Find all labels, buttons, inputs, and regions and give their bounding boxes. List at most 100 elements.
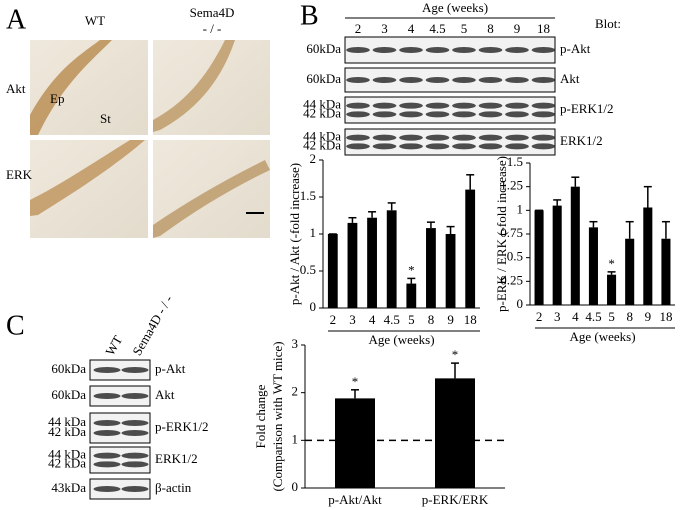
bar bbox=[661, 238, 671, 305]
blot-band bbox=[478, 102, 503, 109]
y-axis-label: p-Akt / Akt (-fold increase) bbox=[287, 163, 302, 305]
x-tick-label: 3 bbox=[349, 312, 356, 327]
blot-band bbox=[121, 367, 149, 373]
bar bbox=[335, 398, 375, 488]
mass-label: 42 kDa bbox=[303, 137, 341, 152]
blot-band bbox=[93, 461, 121, 468]
blot-band bbox=[346, 134, 370, 141]
bar bbox=[607, 274, 617, 305]
x-tick-label: 18 bbox=[659, 309, 672, 324]
bar bbox=[386, 210, 397, 308]
blot-band bbox=[505, 134, 529, 141]
y-axis-label: p-ERK / ERK (-fold increase) bbox=[494, 156, 509, 312]
mass-label: 42 kDa bbox=[48, 455, 86, 470]
blot-label: β-actin bbox=[155, 480, 192, 495]
blot-band bbox=[452, 102, 476, 109]
blot-label: Akt bbox=[560, 71, 580, 86]
blot-band bbox=[505, 47, 529, 53]
column-label: - / - bbox=[203, 21, 222, 36]
blot-band bbox=[425, 111, 450, 118]
blot-band bbox=[346, 77, 370, 83]
blot-band bbox=[452, 77, 476, 83]
significance: * bbox=[452, 347, 459, 362]
blot-label: ERK1/2 bbox=[155, 451, 198, 466]
mass-label: 60kDa bbox=[306, 71, 341, 86]
y-tick-label: 2 bbox=[310, 151, 317, 166]
lane-label: 2 bbox=[355, 21, 362, 36]
x-tick-label: p-ERK/ERK bbox=[422, 492, 489, 507]
blot-band bbox=[121, 430, 149, 436]
x-tick-label: 9 bbox=[447, 312, 454, 327]
blot-band bbox=[346, 143, 370, 150]
blot-band bbox=[372, 111, 397, 118]
micrographs bbox=[30, 40, 270, 238]
y-tick-label: 0.5 bbox=[507, 249, 523, 264]
blot-band bbox=[399, 111, 423, 118]
bar bbox=[406, 283, 417, 308]
blot-band bbox=[478, 47, 503, 53]
blot-band bbox=[372, 102, 397, 109]
blot-label: ERK1/2 bbox=[560, 133, 603, 148]
x-tick-label: 9 bbox=[645, 309, 652, 324]
row-label: Akt bbox=[6, 81, 26, 96]
y-tick-label: 1 bbox=[517, 201, 524, 216]
bar bbox=[534, 210, 544, 305]
blot-header: Age (weeks) bbox=[422, 0, 488, 15]
y-axis-label: (Comparison with WT mice) bbox=[270, 341, 285, 491]
bar bbox=[643, 207, 653, 305]
bar bbox=[588, 227, 598, 305]
panel-label: A bbox=[6, 4, 27, 35]
x-tick-label: 5 bbox=[608, 309, 615, 324]
x-tick-label: 2 bbox=[536, 309, 543, 324]
bar bbox=[570, 186, 580, 305]
bar bbox=[625, 238, 635, 305]
blot-band bbox=[531, 143, 556, 150]
panel-label: C bbox=[6, 310, 25, 341]
blot-band bbox=[372, 47, 397, 53]
blot-band bbox=[452, 47, 476, 53]
x-tick-label: 4.5 bbox=[384, 312, 400, 327]
x-axis-label: Age (weeks) bbox=[368, 332, 434, 347]
y-tick-label: 0.75 bbox=[500, 225, 523, 240]
bar bbox=[327, 234, 338, 308]
blot-band bbox=[478, 111, 503, 118]
x-tick-label: p-Akt/Akt bbox=[328, 492, 382, 507]
blot-band bbox=[505, 111, 529, 118]
x-tick-label: 4 bbox=[572, 309, 579, 324]
bar bbox=[552, 205, 562, 305]
bar bbox=[435, 378, 475, 488]
lane-label: 3 bbox=[381, 21, 388, 36]
x-tick-label: 18 bbox=[464, 312, 477, 327]
y-tick-label: 1.5 bbox=[300, 188, 316, 203]
y-tick-label: 0.25 bbox=[500, 272, 523, 287]
blot-label: p-Akt bbox=[155, 361, 186, 376]
bar bbox=[465, 189, 476, 308]
blot-band bbox=[478, 143, 503, 150]
blot-band bbox=[505, 143, 529, 150]
blot-label: p-Akt bbox=[560, 41, 591, 56]
mass-label: 44 kDa bbox=[48, 447, 86, 462]
blot-band bbox=[93, 393, 121, 399]
blot-band bbox=[425, 102, 450, 109]
mass-label: 42 kDa bbox=[303, 105, 341, 120]
mass-label: 42 kDa bbox=[48, 424, 86, 439]
y-tick-label: 1.25 bbox=[500, 178, 523, 193]
blot-band bbox=[452, 111, 476, 118]
blot-band bbox=[346, 102, 370, 109]
blot-band bbox=[531, 134, 556, 141]
blot-band bbox=[452, 143, 476, 150]
blot-band bbox=[399, 134, 423, 141]
mass-label: 44 kDa bbox=[48, 414, 86, 429]
mass-label: 44 kDa bbox=[303, 129, 341, 144]
y-tick-label: 0 bbox=[310, 299, 317, 314]
blot-band bbox=[372, 143, 397, 150]
lane-label: 5 bbox=[461, 21, 468, 36]
blot-band bbox=[425, 134, 450, 141]
blot-band bbox=[93, 452, 121, 459]
lane-label: 18 bbox=[537, 21, 550, 36]
blot-band bbox=[531, 47, 556, 53]
blot-band bbox=[505, 77, 529, 83]
lane-label: 8 bbox=[487, 21, 494, 36]
blot-band bbox=[93, 420, 121, 426]
